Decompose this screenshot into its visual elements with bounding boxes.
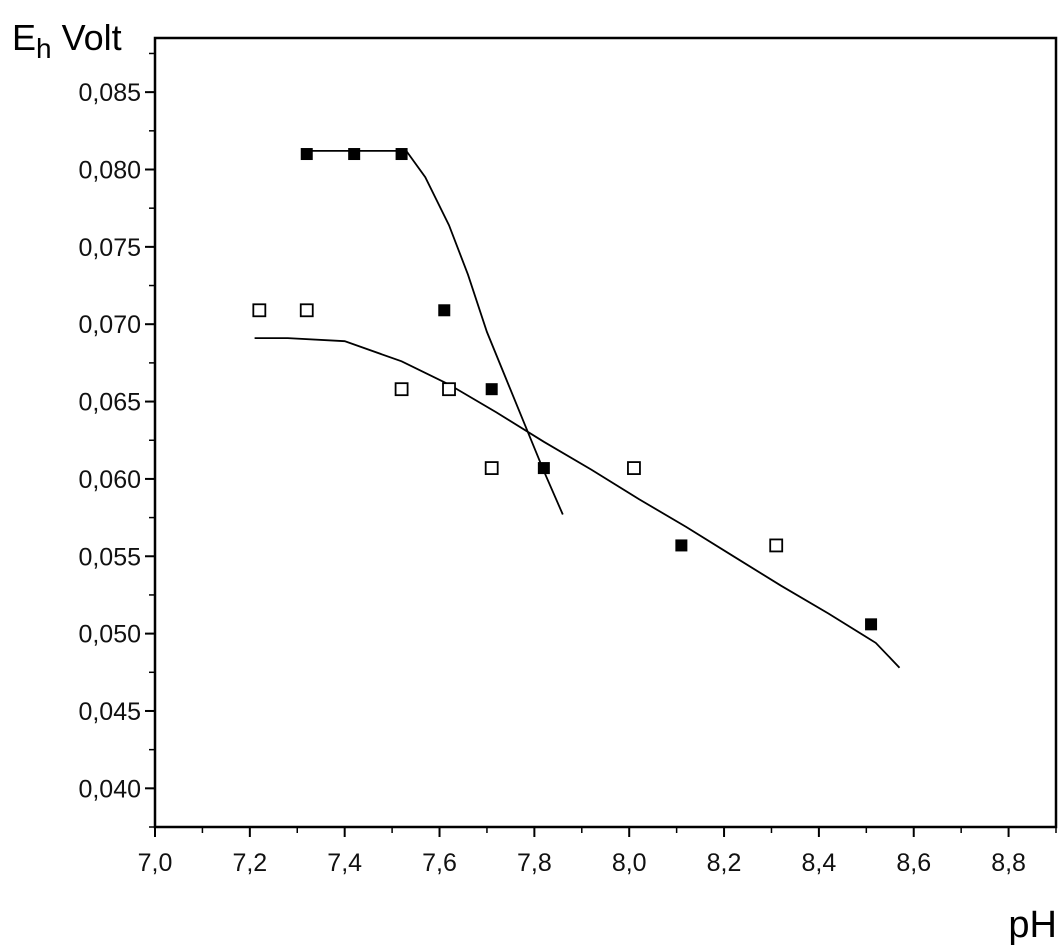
fit-line-1 [306, 149, 564, 515]
y-tick-label: 0,045 [78, 698, 141, 726]
filled-square-point [485, 383, 498, 396]
open-square-point [627, 461, 641, 475]
filled-square-point [348, 148, 361, 161]
y-tick-label: 0,085 [78, 79, 141, 107]
x-tick-label: 8,8 [991, 849, 1026, 877]
x-tick-label: 8,0 [612, 849, 647, 877]
y-axis-title-main: E [12, 17, 36, 58]
y-axis-title-subscript: h [36, 33, 52, 64]
x-tick-label: 8,4 [802, 849, 837, 877]
open-square-point [252, 303, 267, 318]
y-tick-label: 0,060 [78, 466, 141, 494]
open-square-point [484, 461, 499, 475]
open-square-point [394, 382, 409, 397]
x-tick-label: 7,6 [422, 849, 457, 877]
axis-ticks [145, 52, 1057, 837]
fit-line-2 [254, 337, 901, 669]
x-tick-label: 7,4 [327, 849, 362, 877]
y-tick-label: 0,080 [78, 157, 141, 185]
y-tick-label: 0,040 [78, 775, 141, 803]
y-tick-label: 0,070 [78, 311, 141, 339]
x-tick-label: 7,2 [232, 849, 267, 877]
y-axis-title: Eh Volt [12, 17, 122, 64]
filled-square-point [300, 148, 313, 161]
fit-lines [254, 149, 901, 669]
x-tick-label: 7,8 [517, 849, 552, 877]
filled-square-point [675, 539, 688, 552]
axis-tick-labels: 7,0 7,2 7,4 7,6 7,8 8,0 8,2 8,4 8,6 8,8 0,040 0,045… [78, 79, 1026, 877]
filled-square-point [537, 462, 550, 475]
filled-square-point [438, 304, 451, 317]
x-tick-label: 8,2 [707, 849, 742, 877]
open-square-point [442, 382, 456, 397]
y-tick-label: 0,065 [78, 389, 141, 417]
x-axis-title: pH [1008, 904, 1057, 946]
filled-square-point [395, 148, 408, 161]
plot-frame [153, 36, 1058, 829]
x-tick-label: 8,6 [896, 849, 931, 877]
filled-square-point [865, 618, 878, 631]
data-markers [252, 148, 878, 631]
y-tick-label: 0,055 [78, 543, 141, 571]
open-square-point [769, 538, 784, 553]
y-tick-label: 0,075 [78, 234, 141, 262]
y-tick-label: 0,050 [78, 621, 141, 649]
open-square-point [299, 303, 314, 318]
y-axis-title-unit: Volt [52, 17, 122, 58]
x-tick-label: 7,0 [138, 849, 173, 877]
